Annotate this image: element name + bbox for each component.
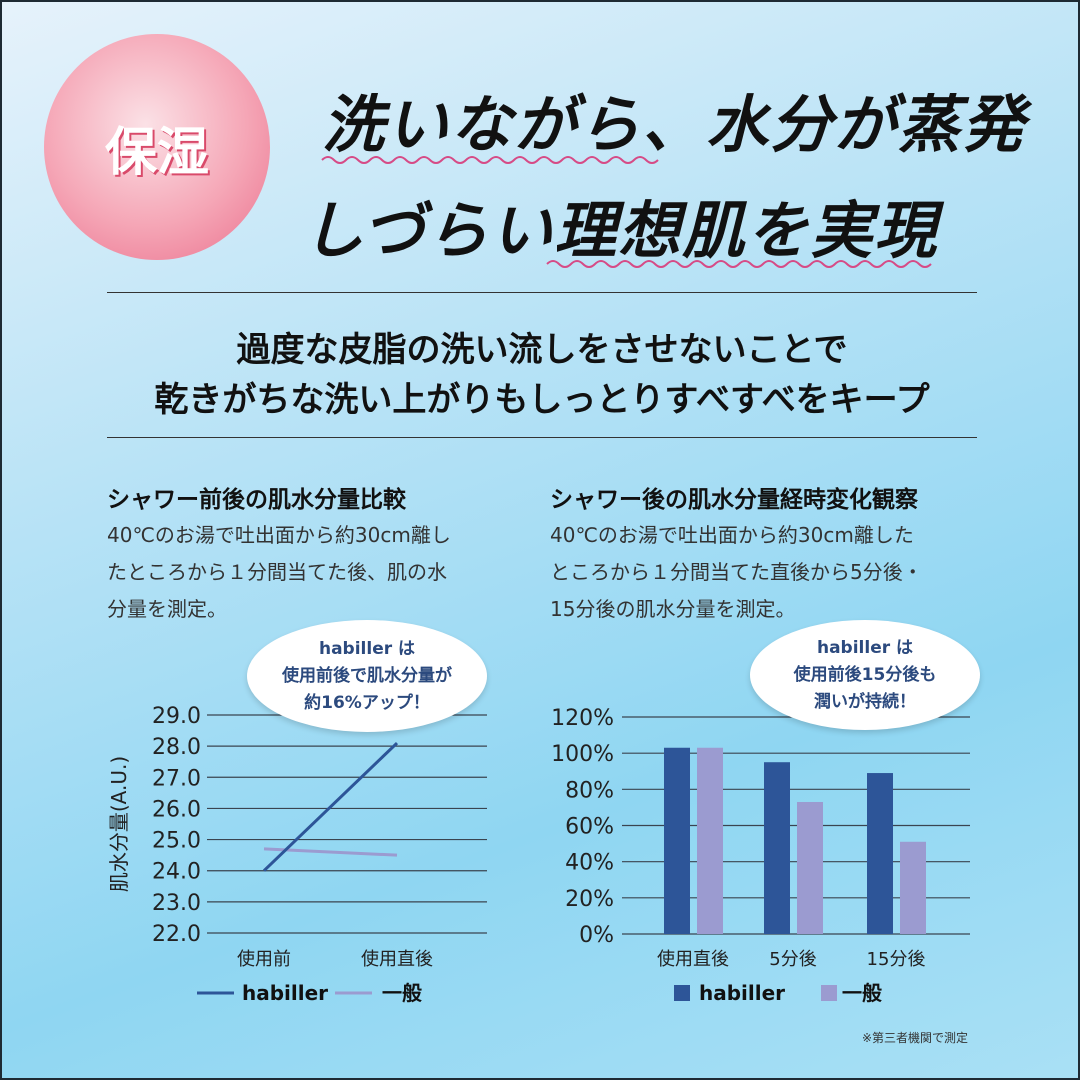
right-description: 40℃のお湯で吐出面から約30cm離した ところから１分間当てた直後から5分後・…: [550, 517, 923, 628]
y-tick-label: 26.0: [152, 797, 201, 822]
legend-label-habiller: habiller: [699, 981, 785, 1005]
y-tick-label: 20%: [565, 887, 614, 912]
subheadline-line1: 過度な皮脂の洗い流しをさせないことで: [236, 330, 848, 370]
desc-line: 分量を測定。: [107, 597, 227, 621]
legend-label-general: 一般: [842, 981, 882, 1005]
desc-line: 15分後の肌水分量を測定。: [550, 597, 796, 621]
moisture-badge: 保湿: [44, 34, 270, 260]
legend-label-general: 一般: [382, 981, 422, 1005]
wave-underline-2: [546, 260, 932, 268]
y-tick-label: 80%: [565, 778, 614, 803]
headline-line2: しづらい理想肌を実現: [302, 194, 939, 267]
left-description: 40℃のお湯で吐出面から約30cm離し たところから１分間当てた後、肌の水 分量…: [107, 517, 451, 628]
bar-habiller: [867, 773, 893, 934]
measurement-note: ※第三者機関で測定: [861, 1031, 968, 1045]
bubble-line: habiller は: [318, 638, 416, 659]
desc-line: 40℃のお湯で吐出面から約30cm離し: [107, 523, 451, 547]
bar-habiller: [664, 747, 690, 934]
desc-line: ところから１分間当てた直後から5分後・: [550, 560, 923, 584]
bar-general: [797, 801, 823, 934]
y-tick-label: 24.0: [152, 860, 201, 885]
y-tick-label: 0%: [579, 923, 614, 948]
bar-general: [697, 747, 723, 934]
legend-swatch-habiller: [674, 985, 690, 1001]
bubble-line: habiller は: [816, 637, 914, 658]
left-callout-bubble: habiller は 使用前後で肌水分量が 約16%アップ！: [247, 620, 487, 732]
y-tick-label: 40%: [565, 851, 614, 876]
x-tick-label: 使用直後: [657, 949, 729, 970]
legend-label-habiller: habiller: [242, 981, 328, 1005]
x-tick-label: 15分後: [867, 949, 926, 970]
y-tick-label: 25.0: [152, 829, 201, 854]
bar-general: [900, 841, 926, 934]
right-section-title: シャワー後の肌水分量経時変化観察: [550, 487, 918, 513]
divider-top: [107, 292, 977, 293]
wave-underlines: [321, 156, 932, 268]
badge-label: 保湿: [104, 122, 209, 183]
y-tick-label: 100%: [551, 742, 614, 767]
x-tick-label: 5分後: [769, 949, 816, 970]
wave-underline-1: [321, 156, 659, 164]
y-tick-label: 22.0: [152, 922, 201, 947]
bubble-line: 使用前後で肌水分量が: [282, 665, 452, 686]
desc-line: たところから１分間当てた後、肌の水: [107, 560, 447, 584]
divider-bottom: [107, 437, 977, 438]
y-tick-label: 28.0: [152, 735, 201, 760]
bar-habiller: [764, 762, 790, 934]
headline-line1: 洗いながら、水分が蒸発: [322, 88, 1027, 161]
left-section-title: シャワー前後の肌水分量比較: [107, 487, 406, 513]
bubble-line: 潤いが持続！: [814, 691, 916, 712]
y-tick-label: 23.0: [152, 891, 201, 916]
y-tick-label: 60%: [565, 815, 614, 840]
y-tick-label: 29.0: [152, 704, 201, 729]
desc-line: 40℃のお湯で吐出面から約30cm離した: [550, 523, 914, 547]
subheadline-line2: 乾きがちな洗い上がりもしっとりすべすべをキープ: [154, 380, 930, 420]
bubble-line: 約16%アップ！: [304, 692, 430, 713]
x-tick-label: 使用前: [237, 949, 291, 970]
legend-swatch-general: [821, 985, 837, 1001]
y-axis-label: 肌水分量(A.U.): [107, 756, 131, 892]
bubble-line: 使用前後15分後も: [793, 664, 937, 685]
y-tick-label: 27.0: [152, 766, 201, 791]
x-tick-label: 使用直後: [361, 949, 433, 970]
y-tick-label: 120%: [551, 706, 614, 731]
series-line-habiller: [262, 741, 399, 872]
right-callout-bubble: habiller は 使用前後15分後も 潤いが持続！: [750, 620, 980, 730]
